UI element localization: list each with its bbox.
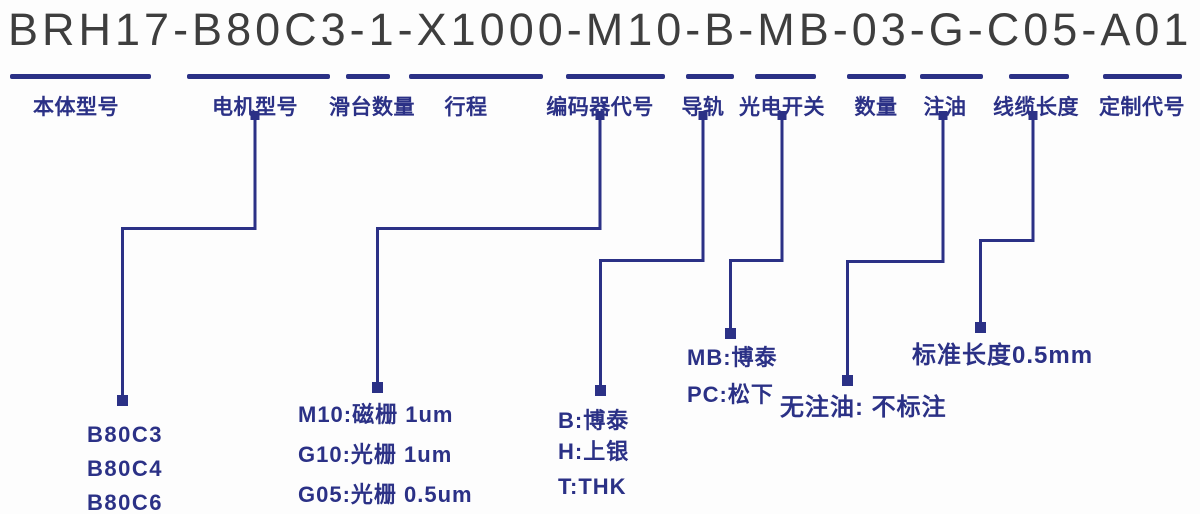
square-end-motor-model [117,395,128,406]
option-encoder-code: M10:磁栅 1um [298,402,454,427]
option-motor-model: B80C6 [87,490,163,514]
label-quantity: 数量 [854,96,898,119]
bar-cable-length [1009,74,1069,79]
connector-rail [599,120,705,388]
bar-encoder-code [566,74,665,79]
option-motor-model: B80C4 [87,456,163,481]
label-encoder-code: 编码器代号 [546,96,654,119]
square-top-oil [938,111,948,120]
oil-note-text: 无注油: 不标注 [780,394,947,421]
square-end-rail [595,385,606,396]
annotation-oil-note: 无注油: 不标注 [780,396,947,420]
square-end-photo-switch [725,328,736,339]
connector-cable-length [979,120,1035,325]
bar-rail [686,74,734,79]
bar-stroke [409,74,543,79]
bar-slider-count [346,74,390,79]
bar-quantity [847,74,906,79]
option-rail-code: H:上银 [558,439,630,464]
label-slider-count: 滑台数量 [329,96,415,119]
label-custom-code: 定制代号 [1099,96,1185,119]
option-encoder-code: G05:光栅 0.5um [298,482,473,507]
label-rail: 导轨 [681,96,725,119]
square-end-encoder-code [372,382,383,393]
connector-encoder-code [376,120,602,385]
label-cable-length: 线缆长度 [993,96,1079,119]
part-number-title: BRH17-B80C3-1-X1000-M10-B-MB-03-G-C05-A0… [8,4,1193,55]
bar-photo-switch [755,74,816,79]
label-photo-switch: 光电开关 [739,96,825,119]
square-top-motor-model [250,111,260,120]
option-rail-code: T:THK [558,474,627,499]
connector-motor-model [121,120,257,398]
annotation-rail-codes: B:博泰 H:上银 T:THK [558,410,629,498]
label-stroke: 行程 [444,96,488,119]
label-oil: 注油 [923,96,967,119]
option-rail-code: B:博泰 [558,408,630,433]
label-body-model: 本体型号 [33,96,119,119]
square-end-oil [842,375,853,386]
annotation-cable-note: 标准长度0.5mm [912,344,1093,368]
annotation-encoder-codes: M10:磁栅 1um G10:光栅 1um G05:光栅 0.5um [298,404,473,506]
bar-body-model [10,74,151,79]
bar-motor-model [187,74,330,79]
square-top-rail [698,111,708,120]
square-end-cable-length [975,322,986,333]
option-photo-switch-code: PC:松下 [687,382,774,407]
annotation-photo-switch-codes: MB:博泰 PC:松下 [687,347,778,406]
option-encoder-code: G10:光栅 1um [298,442,453,467]
annotation-motor-models: B80C3 B80C4 B80C6 [87,424,163,514]
label-motor-model: 电机型号 [212,96,298,119]
option-motor-model: B80C3 [87,422,163,447]
square-top-photo-switch [777,111,787,120]
cable-note-text: 标准长度0.5mm [912,342,1094,369]
square-top-cable-length [1028,111,1038,120]
connector-photo-switch [729,120,784,331]
option-photo-switch-code: MB:博泰 [687,345,778,370]
bar-oil [920,74,983,79]
connector-oil [846,120,945,378]
square-top-encoder-code [595,111,605,120]
bar-custom-code [1103,74,1182,79]
